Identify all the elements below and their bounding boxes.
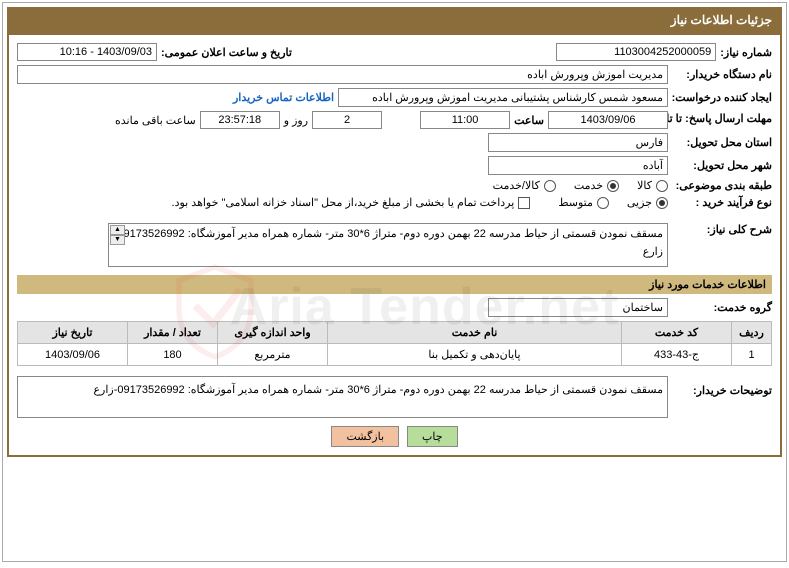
col-name: نام خدمت [328, 322, 622, 344]
radio-service[interactable] [607, 180, 619, 192]
days-field: 2 [312, 111, 382, 129]
print-button[interactable]: چاپ [407, 426, 458, 447]
spinner-down-icon[interactable]: ▼ [110, 235, 125, 245]
radio-goods[interactable] [656, 180, 668, 192]
need-no-label: شماره نیاز: [720, 46, 772, 59]
radio-medium-label: متوسط [558, 196, 593, 209]
province-field: فارس [488, 133, 668, 152]
buyer-note-label: توضیحات خریدار: [672, 372, 772, 397]
purchase-type-label: نوع فرآیند خرید : [672, 196, 772, 209]
radio-goods-label: کالا [637, 179, 652, 192]
radio-medium[interactable] [597, 197, 609, 209]
subject-cat-label: طبقه بندی موضوعی: [672, 179, 772, 192]
radio-minor[interactable] [656, 197, 668, 209]
col-code: کد خدمت [622, 322, 732, 344]
remain-time-field: 23:57:18 [200, 111, 280, 129]
cell-row: 1 [732, 344, 772, 366]
cell-name: پایان‌دهی و تکمیل بنا [328, 344, 622, 366]
radio-service-label: خدمت [574, 179, 603, 192]
buyer-note-box: مسقف نمودن قسمتی از حیاط مدرسه 22 بهمن د… [17, 376, 668, 418]
services-table: ردیف کد خدمت نام خدمت واحد اندازه گیری ت… [17, 321, 772, 366]
city-label: شهر محل تحویل: [672, 159, 772, 172]
col-date: تاریخ نیاز [18, 322, 128, 344]
services-section-header: اطلاعات خدمات مورد نیاز [17, 275, 772, 294]
back-button[interactable]: بازگشت [331, 426, 399, 447]
announce-field: 1403/09/03 - 10:16 [17, 43, 157, 61]
days-label: روز و [284, 114, 308, 127]
buyer-org-field: مدیریت اموزش وپرورش اباده [17, 65, 668, 84]
table-row: 1 ج-43-433 پایان‌دهی و تکمیل بنا مترمربع… [18, 344, 772, 366]
need-no-field: 1103004252000059 [556, 43, 716, 61]
time-label: ساعت [514, 114, 544, 127]
treasury-checkbox[interactable] [518, 197, 530, 209]
treasury-note: پرداخت تمام یا بخشی از مبلغ خرید،از محل … [172, 196, 515, 209]
svc-group-label: گروه خدمت: [672, 301, 772, 314]
remain-label: ساعت باقی مانده [115, 114, 196, 127]
svc-group-field: ساختمان [488, 298, 668, 317]
radio-minor-label: جزیی [627, 196, 652, 209]
city-field: آباده [488, 156, 668, 175]
details-panel: شماره نیاز: 1103004252000059 تاریخ و ساع… [7, 33, 782, 457]
watermark-shield-icon [170, 262, 260, 362]
deadline-label: مهلت ارسال پاسخ: تا تاریخ: [672, 113, 772, 126]
deadline-time-field: 11:00 [420, 111, 510, 129]
requester-field: مسعود شمس کارشناس پشتیبانی مدیریت اموزش … [338, 88, 668, 107]
province-label: استان محل تحویل: [672, 136, 772, 149]
overview-text: مسقف نمودن قسمتی از حیاط مدرسه 22 بهمن د… [114, 228, 663, 258]
radio-both[interactable] [544, 180, 556, 192]
buyer-org-label: نام دستگاه خریدار: [672, 68, 772, 81]
cell-date: 1403/09/06 [18, 344, 128, 366]
announce-label: تاریخ و ساعت اعلان عمومی: [161, 46, 292, 59]
radio-both-label: کالا/خدمت [493, 179, 540, 192]
deadline-date-field: 1403/09/06 [548, 111, 668, 129]
col-row: ردیف [732, 322, 772, 344]
overview-textarea[interactable]: مسقف نمودن قسمتی از حیاط مدرسه 22 بهمن د… [108, 223, 668, 267]
buyer-note-text: مسقف نمودن قسمتی از حیاط مدرسه 22 بهمن د… [93, 384, 663, 396]
panel-title: جزئیات اطلاعات نیاز [7, 7, 782, 33]
buyer-contact-link[interactable]: اطلاعات تماس خریدار [233, 91, 334, 104]
cell-code: ج-43-433 [622, 344, 732, 366]
requester-label: ایجاد کننده درخواست: [672, 91, 772, 104]
overview-label: شرح کلی نیاز: [672, 223, 772, 236]
